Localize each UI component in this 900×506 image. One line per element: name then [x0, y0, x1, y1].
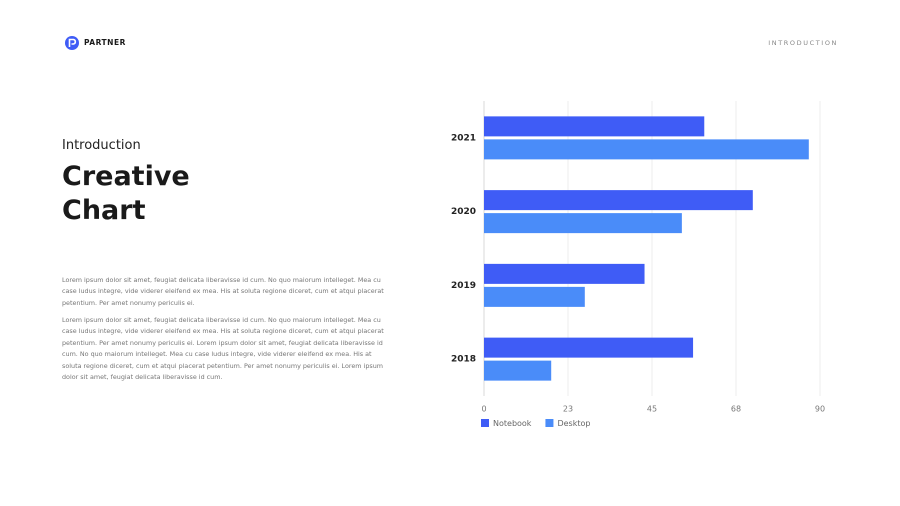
- legend-label: Notebook: [493, 419, 532, 428]
- x-tick-label: 45: [647, 405, 657, 414]
- bar: [484, 116, 705, 137]
- paragraph: Lorem ipsum dolor sit amet, feugiat deli…: [62, 316, 384, 382]
- x-tick-label: 0: [481, 405, 486, 414]
- bar: [484, 360, 552, 381]
- brand: PARTNER: [84, 38, 126, 47]
- heading: Creative Chart: [62, 161, 190, 226]
- y-tick-label: 2020: [451, 207, 476, 217]
- bar: [484, 213, 682, 234]
- paragraph: Lorem ipsum dolor sit amet, feugiat deli…: [62, 276, 384, 307]
- x-tick-label: 68: [731, 405, 741, 414]
- y-tick-label: 2019: [451, 281, 476, 291]
- logo-circle: [65, 36, 79, 50]
- section-label: INTRODUCTION: [768, 39, 838, 47]
- x-tick-label: 23: [563, 405, 573, 414]
- eyebrow: Introduction: [62, 138, 141, 153]
- logo-mark: [68, 38, 77, 47]
- y-tick-label: 2021: [451, 133, 476, 143]
- y-tick-label: 2018: [451, 355, 476, 365]
- bar: [484, 139, 809, 160]
- bar: [484, 190, 753, 211]
- chart: 0 23 45 68 90 2021 2020 2019 2018 Notebook Desktop: [451, 101, 825, 428]
- bar: [484, 337, 694, 358]
- legend-label: Desktop: [557, 419, 590, 428]
- logo-icon: [65, 36, 79, 50]
- legend-swatch: [545, 419, 554, 427]
- bar: [484, 286, 585, 307]
- legend-swatch: [481, 419, 489, 427]
- x-tick-label: 90: [815, 405, 825, 414]
- bar: [484, 263, 645, 284]
